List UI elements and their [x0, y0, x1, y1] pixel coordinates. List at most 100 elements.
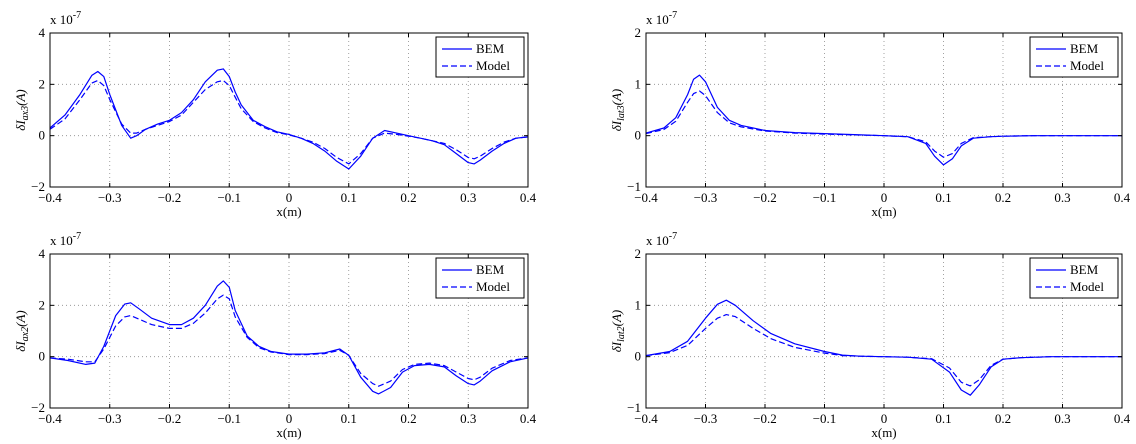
chart-panel-1: −0.4 −0.3 −0.2 −0.1 0 0.1 0.2 0.3 0.4 −2 0 2 4 x(m) δI…: [13, 10, 537, 219]
y-axis-label-main: δI: [609, 120, 624, 131]
y-tick-label: 2: [39, 297, 46, 312]
legend-box: [435, 36, 525, 78]
legend-label-bem: BEM: [476, 41, 505, 56]
chart-panel-3: −0.4 −0.3 −0.2 −0.1 0 0.1 0.2 0.3 0.4 −2 0 2 4 x(m) δI…: [13, 231, 537, 440]
x-tick-label: 0.3: [460, 190, 476, 205]
legend: BEM Model: [1029, 36, 1119, 78]
y-tick-label: −1: [627, 400, 641, 415]
x-tick-label: 0.4: [520, 411, 537, 426]
x-tick-label: 0: [286, 190, 293, 205]
y-axis-label-sub: ax3: [20, 106, 31, 120]
y-tick-label: −1: [627, 179, 641, 194]
scale-exponent-label: x 10-7: [646, 231, 677, 248]
y-axis-label: δIlat2(A): [609, 310, 627, 353]
scale-exponent-label: x 10-7: [50, 231, 81, 248]
scale-exponent-label: x 10-7: [50, 10, 81, 27]
x-tick-label: 0.1: [341, 411, 357, 426]
x-tick-label: −0.1: [217, 411, 241, 426]
x-tick-label: −0.2: [158, 190, 182, 205]
x-tick-label: 0.3: [1054, 190, 1070, 205]
x-tick-label: −0.3: [98, 190, 122, 205]
x-axis-label: x(m): [871, 425, 896, 440]
x-tick-label: 0.2: [995, 411, 1011, 426]
y-axis-label-main: δI: [609, 341, 624, 352]
legend: BEM Model: [435, 36, 525, 78]
x-tick-label: −0.4: [38, 411, 62, 426]
x-tick-label: 0.3: [460, 411, 476, 426]
scale-base: x 10: [646, 12, 669, 27]
x-tick-label: 0.2: [400, 411, 416, 426]
scale-exponent: -7: [73, 10, 81, 21]
x-tick-label: 0: [286, 411, 293, 426]
legend-label-model: Model: [476, 58, 510, 73]
x-tick-label: −0.1: [813, 190, 837, 205]
y-tick-label: 2: [635, 25, 642, 40]
scale-exponent: -7: [669, 10, 677, 21]
series-line-bem: [49, 68, 529, 170]
series-line-model: [49, 294, 529, 387]
y-axis-label-sub: lat3: [616, 105, 627, 121]
scale-base: x 10: [646, 233, 669, 248]
y-tick-label: −2: [31, 400, 45, 415]
scale-exponent-label: x 10-7: [646, 10, 677, 27]
x-tick-label: −0.2: [753, 190, 777, 205]
y-tick-label: −2: [31, 179, 45, 194]
x-tick-label: −0.1: [217, 190, 241, 205]
y-tick-label: 4: [39, 25, 46, 40]
legend-label-model: Model: [1070, 279, 1104, 294]
scale-base: x 10: [50, 233, 73, 248]
y-axis-label: δIax2(A): [13, 310, 31, 351]
y-tick-label: 0: [635, 349, 642, 364]
y-axis-label-unit: (A): [609, 89, 624, 106]
scale-base: x 10: [50, 12, 73, 27]
x-axis-label: x(m): [871, 204, 896, 219]
y-axis-label-main: δI: [13, 120, 28, 131]
x-tick-label: 0.4: [520, 190, 537, 205]
x-tick-label: 0.2: [400, 190, 416, 205]
x-tick-label: −0.2: [753, 411, 777, 426]
legend-label-bem: BEM: [1070, 41, 1099, 56]
y-axis-label-unit: (A): [609, 310, 624, 327]
x-axis-label: x(m): [276, 425, 301, 440]
x-tick-label: 0.3: [1054, 411, 1070, 426]
scale-exponent: -7: [73, 231, 81, 242]
y-tick-label: 0: [635, 128, 642, 143]
legend-label-bem: BEM: [476, 262, 505, 277]
x-tick-label: −0.4: [634, 190, 658, 205]
legend-box: [1029, 257, 1119, 299]
y-tick-label: 0: [39, 128, 46, 143]
x-tick-label: 0.4: [1114, 190, 1131, 205]
y-axis-label: δIax3(A): [13, 89, 31, 130]
y-tick-label: 2: [635, 246, 642, 261]
y-axis-label-unit: (A): [13, 89, 28, 106]
y-axis-label: δIlat3(A): [609, 89, 627, 132]
y-axis-label-sub: lat2: [616, 326, 627, 342]
x-tick-label: −0.3: [694, 411, 718, 426]
legend-label-bem: BEM: [1070, 262, 1099, 277]
x-tick-label: −0.4: [634, 411, 658, 426]
chart-panel-2: −0.4 −0.3 −0.2 −0.1 0 0.1 0.2 0.3 0.4 −1 0 1 2 x(m) δI…: [609, 10, 1131, 219]
y-axis-label-unit: (A): [13, 310, 28, 327]
y-tick-label: 0: [39, 349, 46, 364]
x-tick-label: 0: [881, 190, 888, 205]
scale-exponent: -7: [669, 231, 677, 242]
x-tick-label: −0.3: [98, 411, 122, 426]
legend-label-model: Model: [1070, 58, 1104, 73]
x-tick-label: 0: [881, 411, 888, 426]
chart-panel-4: −0.4 −0.3 −0.2 −0.1 0 0.1 0.2 0.3 0.4 −1 0 1 2 x(m) δI…: [609, 231, 1131, 440]
legend: BEM Model: [1029, 257, 1119, 299]
x-tick-label: 0.2: [995, 190, 1011, 205]
legend-label-model: Model: [476, 279, 510, 294]
x-tick-label: 0.1: [935, 411, 951, 426]
y-tick-label: 4: [39, 246, 46, 261]
y-tick-label: 1: [635, 76, 642, 91]
y-tick-label: 2: [39, 76, 46, 91]
legend: BEM Model: [435, 257, 525, 299]
x-axis-label: x(m): [276, 204, 301, 219]
x-tick-label: −0.2: [158, 411, 182, 426]
x-tick-label: 0.1: [341, 190, 357, 205]
x-tick-label: 0.1: [935, 190, 951, 205]
series-line-model: [49, 79, 529, 165]
y-axis-label-sub: ax2: [20, 327, 31, 341]
